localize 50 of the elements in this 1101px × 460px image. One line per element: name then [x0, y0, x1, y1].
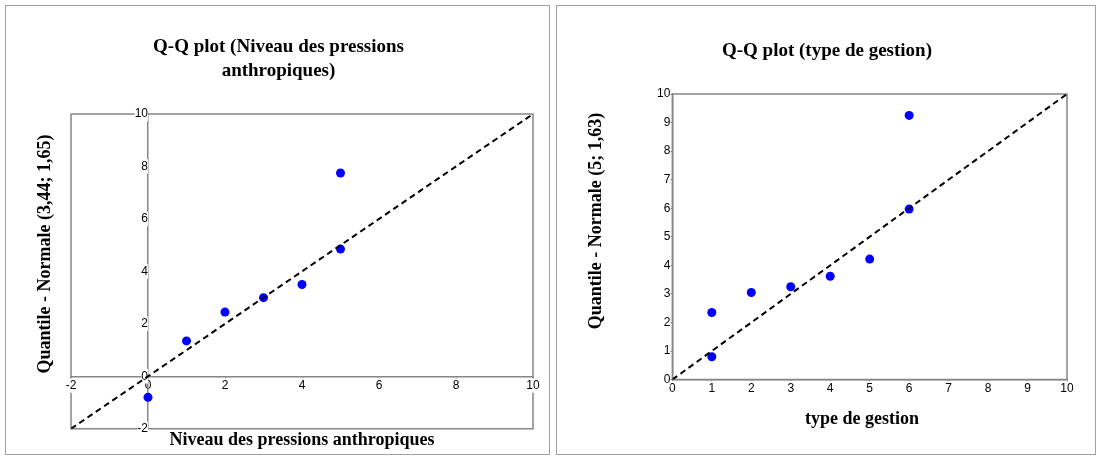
- x-tick-label: 1: [708, 381, 716, 396]
- point: [707, 307, 717, 317]
- y-tick-label: 4: [663, 257, 671, 272]
- y-axis-title: Quantile - Normale (5; 1,63): [584, 112, 606, 330]
- point: [336, 168, 345, 178]
- x-axis-title: Niveau des pressions anthropiques: [169, 429, 435, 449]
- point: [143, 392, 153, 402]
- x-tick-label: -2: [65, 377, 77, 392]
- y-tick-label: 6: [663, 200, 671, 215]
- x-tick-label: 8: [984, 381, 992, 396]
- x-tick-label: 2: [221, 377, 229, 392]
- point: [182, 336, 191, 346]
- x-tick-label: 10: [1060, 381, 1074, 396]
- chart-title: Q-Q plot (Niveau des pressions anthropiques): [152, 34, 405, 82]
- point: [220, 307, 230, 317]
- point: [297, 280, 307, 290]
- x-tick-label: 10: [526, 377, 540, 392]
- y-tick-label: 2: [663, 314, 671, 329]
- y-tick-label: 10: [134, 106, 149, 121]
- y-tick-label: 7: [663, 171, 671, 186]
- x-tick-label: 5: [866, 381, 874, 396]
- y-axis-title: Quantile - Normale (3,44; 1,65): [33, 134, 55, 373]
- x-tick-label: 6: [375, 377, 383, 392]
- y-tick-label: 6: [141, 211, 149, 226]
- point: [786, 282, 796, 292]
- y-tick-label: 10: [656, 86, 671, 101]
- y-tick-label: 2: [141, 316, 149, 331]
- x-tick-label: 4: [298, 377, 306, 392]
- y-tick-label: -2: [137, 421, 149, 436]
- point: [825, 271, 835, 281]
- x-tick-label: 4: [826, 381, 834, 396]
- point: [746, 287, 756, 297]
- x-tick-label: 6: [905, 381, 913, 396]
- chart-title: Q-Q plot (type de gestion): [720, 38, 933, 62]
- x-axis-title: type de gestion: [804, 408, 920, 429]
- x-tick-label: 3: [787, 381, 795, 396]
- x-tick-label: 7: [945, 381, 953, 396]
- x-tick-label: 9: [1024, 381, 1032, 396]
- y-tick-label: 8: [141, 158, 149, 173]
- y-tick-label: 8: [663, 143, 671, 158]
- point: [865, 254, 875, 264]
- y-tick-label: 9: [663, 114, 671, 129]
- y-tick-label: 5: [663, 229, 671, 244]
- y-tick-label: 4: [141, 263, 149, 278]
- y-tick-label: 3: [663, 286, 671, 301]
- x-tick-label: 2: [747, 381, 755, 396]
- x-tick-label: 8: [452, 377, 460, 392]
- point: [904, 110, 914, 120]
- y-tick-label: 1: [663, 343, 671, 358]
- point: [707, 352, 717, 362]
